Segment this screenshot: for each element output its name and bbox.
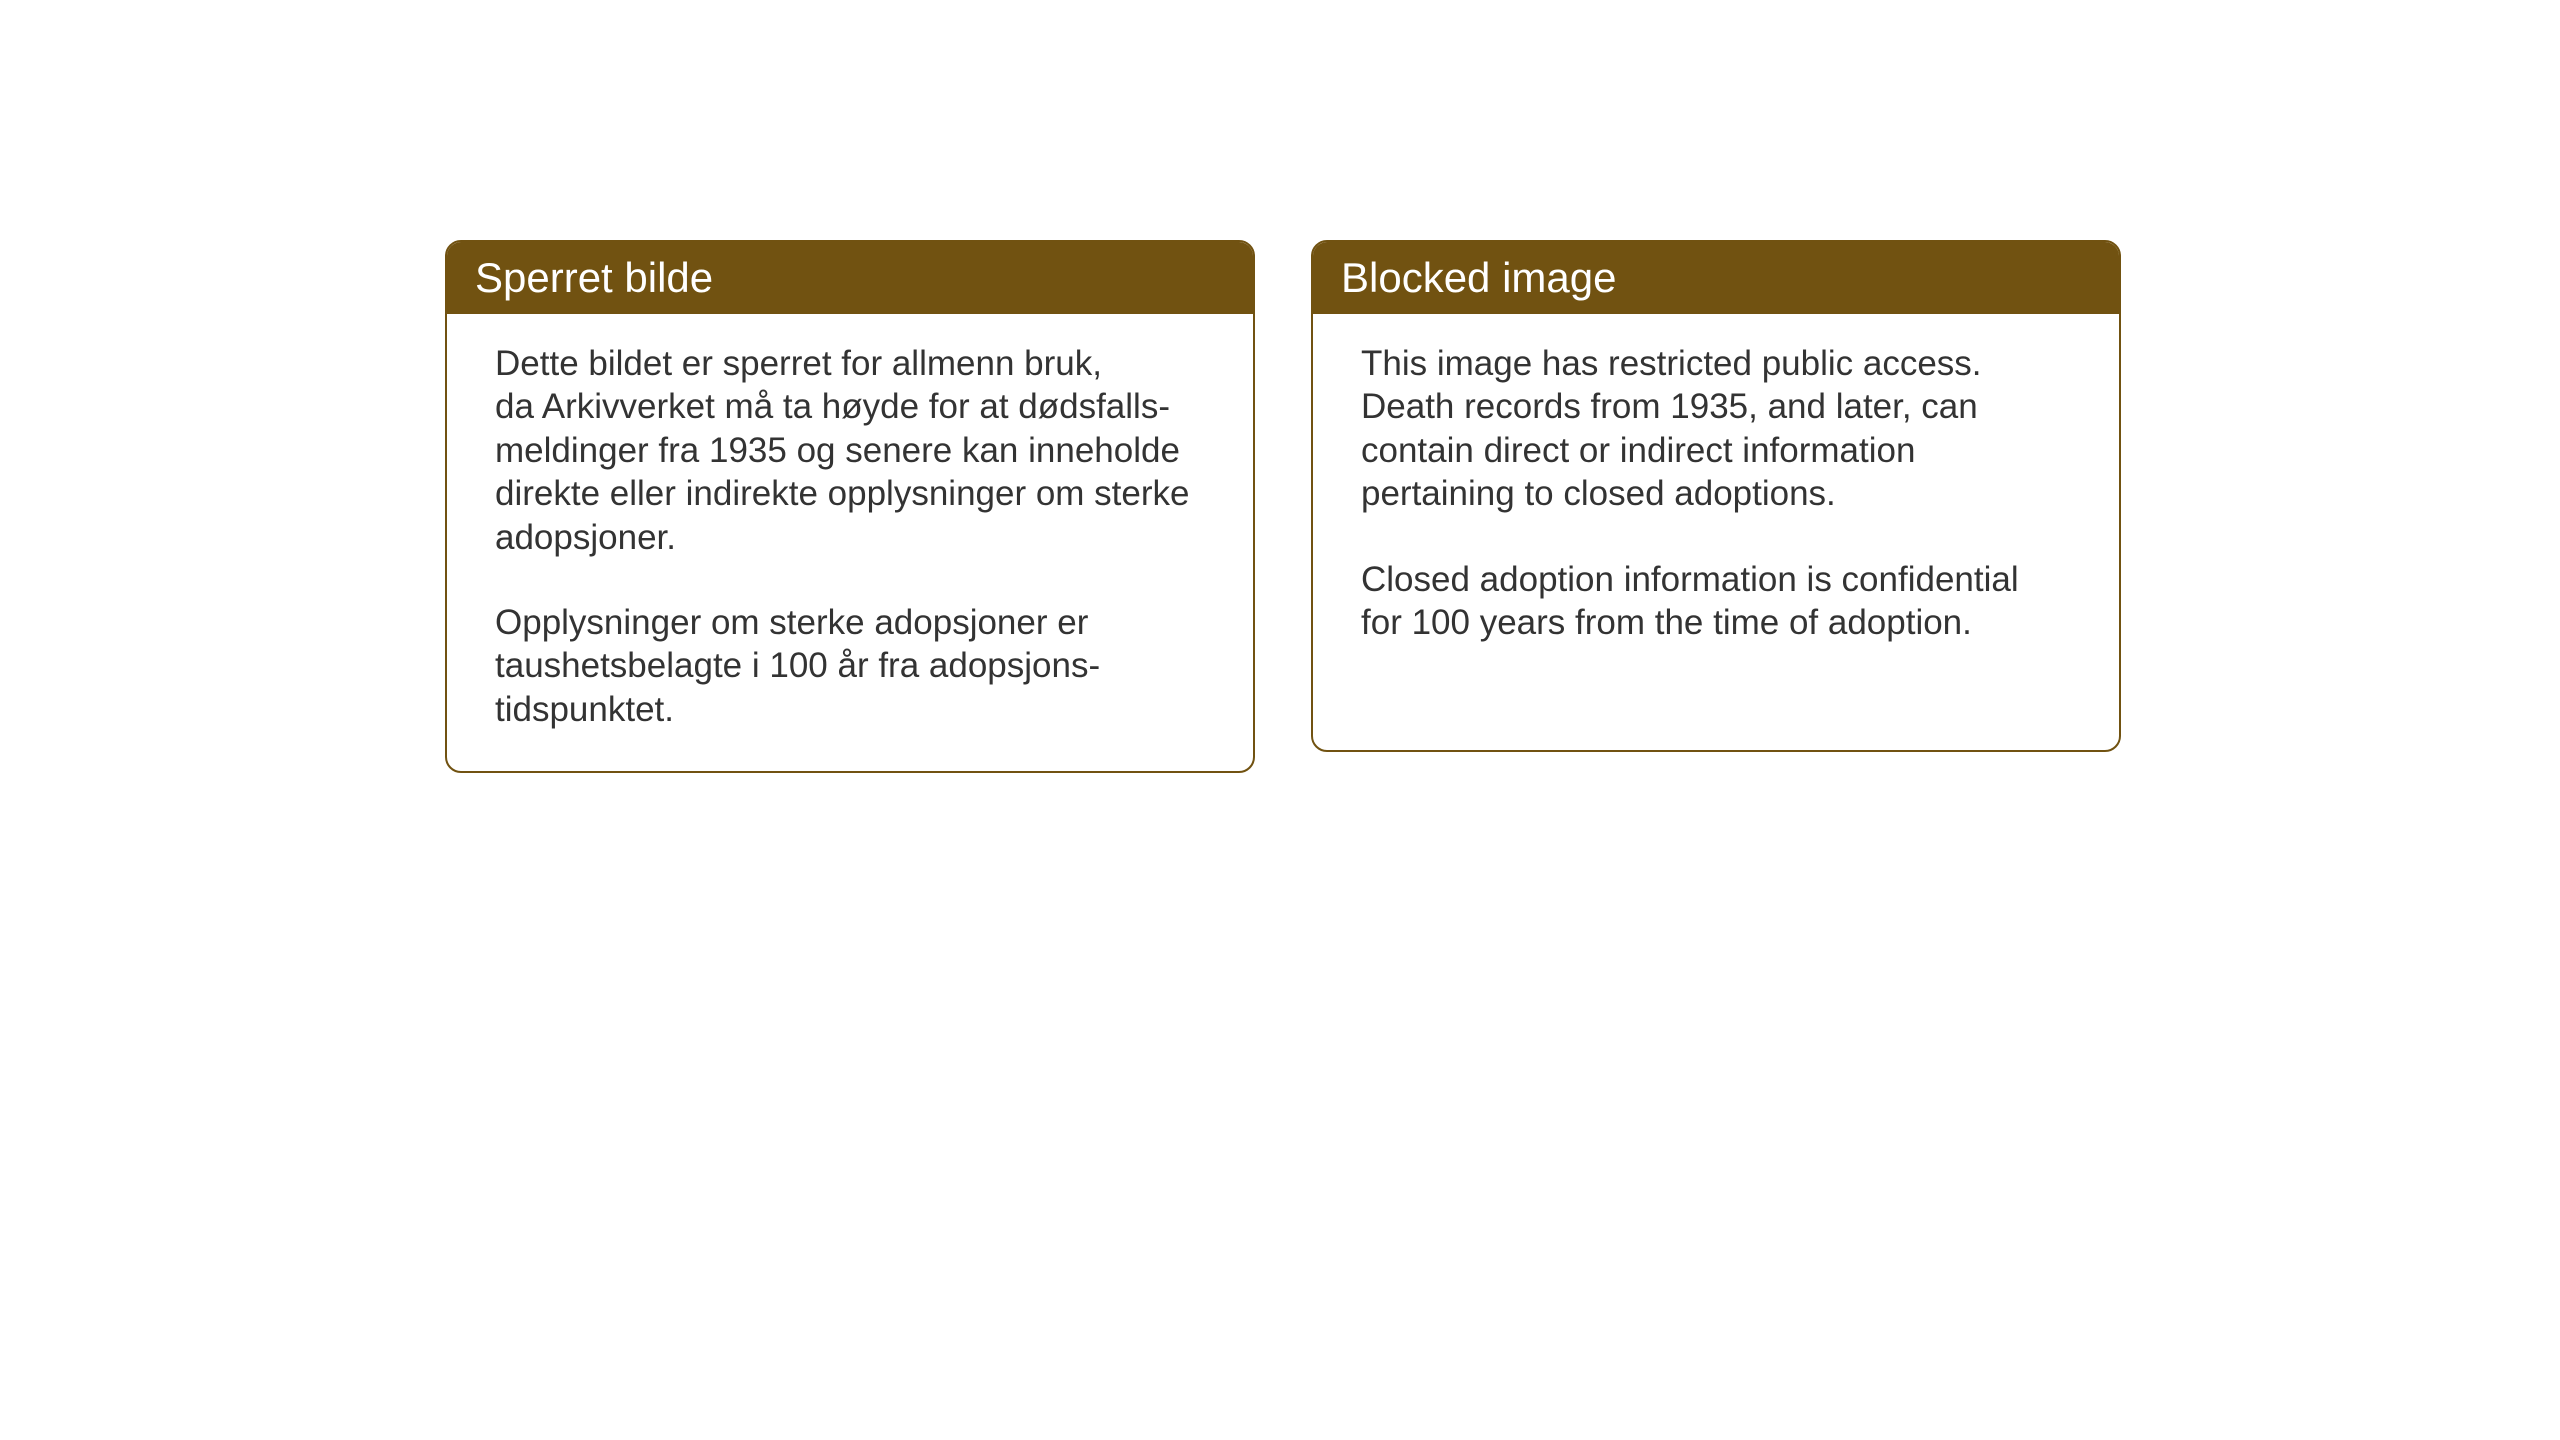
- text-line: da Arkivverket må ta høyde for at dødsfa…: [495, 387, 1170, 426]
- text-line: Death records from 1935, and later, can: [1361, 387, 1978, 426]
- text-line: adopsjoner.: [495, 518, 676, 557]
- text-line: meldinger fra 1935 og senere kan innehol…: [495, 431, 1180, 470]
- text-line: pertaining to closed adoptions.: [1361, 474, 1836, 513]
- text-line: direkte eller indirekte opplysninger om …: [495, 474, 1190, 513]
- card-header-english: Blocked image: [1313, 242, 2119, 314]
- paragraph-2-english: Closed adoption information is confident…: [1361, 558, 2071, 645]
- paragraph-1-english: This image has restricted public access.…: [1361, 342, 2071, 516]
- text-line: for 100 years from the time of adoption.: [1361, 603, 1972, 642]
- text-line: Opplysninger om sterke adopsjoner er: [495, 603, 1088, 642]
- card-body-english: This image has restricted public access.…: [1313, 314, 2119, 684]
- text-line: taushetsbelagte i 100 år fra adopsjons-: [495, 646, 1100, 685]
- notice-container: Sperret bilde Dette bildet er sperret fo…: [445, 240, 2121, 773]
- notice-card-english: Blocked image This image has restricted …: [1311, 240, 2121, 752]
- card-body-norwegian: Dette bildet er sperret for allmenn bruk…: [447, 314, 1253, 771]
- paragraph-1-norwegian: Dette bildet er sperret for allmenn bruk…: [495, 342, 1205, 559]
- text-line: Dette bildet er sperret for allmenn bruk…: [495, 344, 1102, 383]
- paragraph-2-norwegian: Opplysninger om sterke adopsjoner er tau…: [495, 601, 1205, 731]
- text-line: Closed adoption information is confident…: [1361, 560, 2019, 599]
- text-line: contain direct or indirect information: [1361, 431, 1915, 470]
- text-line: tidspunktet.: [495, 690, 674, 729]
- text-line: This image has restricted public access.: [1361, 344, 1982, 383]
- card-header-norwegian: Sperret bilde: [447, 242, 1253, 314]
- notice-card-norwegian: Sperret bilde Dette bildet er sperret fo…: [445, 240, 1255, 773]
